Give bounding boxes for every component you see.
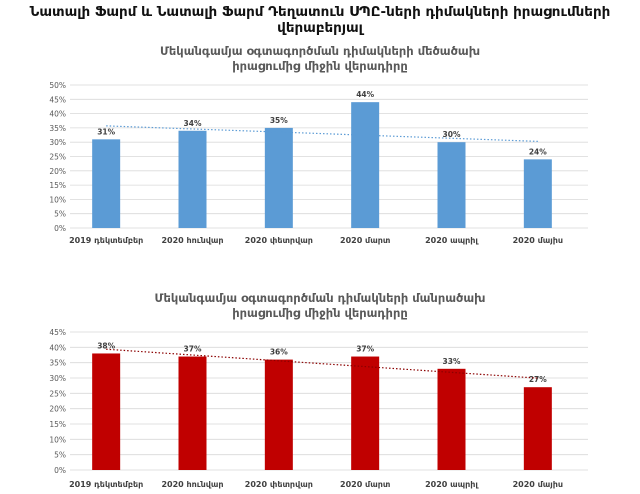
y-tick-label: 5% bbox=[54, 210, 66, 219]
x-category-label: 2020 փետրվար bbox=[245, 480, 313, 489]
bar bbox=[523, 387, 552, 470]
y-tick-label: 15% bbox=[49, 420, 66, 429]
x-category-label: 2019 դեկտեմբեր bbox=[69, 236, 143, 245]
y-tick-label: 45% bbox=[49, 328, 66, 337]
data-label: 37% bbox=[356, 345, 374, 354]
data-label: 35% bbox=[270, 116, 288, 125]
y-tick-label: 30% bbox=[49, 138, 66, 147]
x-category-label: 2020 ապրիլ bbox=[425, 236, 479, 245]
data-label: 34% bbox=[184, 119, 202, 128]
data-label: 27% bbox=[529, 375, 547, 384]
y-tick-label: 10% bbox=[49, 435, 66, 444]
bar bbox=[92, 353, 121, 470]
x-category-label: 2020 մարտ bbox=[340, 480, 390, 489]
data-label: 30% bbox=[443, 130, 461, 139]
bar bbox=[437, 368, 466, 470]
page-title: Նատալի Ֆարմ և Նատալի Ֆարմ Դեղատուն ՍՊԸ-ն… bbox=[29, 4, 611, 36]
data-label: 36% bbox=[270, 348, 288, 357]
y-tick-label: 20% bbox=[49, 167, 66, 176]
bar bbox=[351, 356, 380, 470]
y-tick-label: 10% bbox=[49, 195, 66, 204]
bar bbox=[92, 139, 121, 228]
x-category-label: 2020 մարտ bbox=[340, 236, 390, 245]
y-tick-label: 0% bbox=[54, 224, 66, 233]
y-tick-label: 40% bbox=[49, 110, 66, 119]
bar bbox=[523, 159, 552, 228]
data-label: 24% bbox=[529, 147, 547, 156]
y-tick-label: 35% bbox=[49, 359, 66, 368]
y-tick-label: 40% bbox=[49, 343, 66, 352]
data-label: 33% bbox=[443, 357, 461, 366]
x-category-label: 2020 մայիս bbox=[513, 480, 563, 489]
chart-title-wholesale: Մեկանգամյա օգտագործման դիմակների մեծածախ… bbox=[159, 44, 481, 73]
x-category-label: 2020 մայիս bbox=[513, 236, 563, 245]
y-tick-label: 50% bbox=[49, 81, 66, 90]
y-tick-label: 0% bbox=[54, 466, 66, 475]
bar bbox=[264, 127, 293, 228]
y-tick-label: 35% bbox=[49, 124, 66, 133]
bar bbox=[351, 102, 380, 228]
trendline bbox=[106, 348, 538, 379]
y-tick-label: 5% bbox=[54, 451, 66, 460]
y-tick-label: 45% bbox=[49, 95, 66, 104]
data-label: 31% bbox=[97, 127, 115, 136]
y-tick-label: 15% bbox=[49, 181, 66, 190]
data-label: 38% bbox=[97, 341, 115, 350]
chart-title-retail: Մեկանգամյա օգտագործման դիմակների մանրածա… bbox=[154, 291, 486, 320]
bar bbox=[178, 356, 207, 470]
y-tick-label: 20% bbox=[49, 405, 66, 414]
bar bbox=[264, 359, 293, 470]
y-tick-label: 30% bbox=[49, 374, 66, 383]
x-category-label: 2020 ապրիլ bbox=[425, 480, 479, 489]
bar bbox=[437, 142, 466, 228]
x-category-label: 2020 հունվար bbox=[161, 480, 223, 489]
x-category-label: 2019 դեկտեմբեր bbox=[69, 480, 143, 489]
bar bbox=[178, 130, 207, 228]
y-tick-label: 25% bbox=[49, 153, 66, 162]
y-tick-label: 25% bbox=[49, 389, 66, 398]
data-label: 37% bbox=[184, 345, 202, 354]
x-category-label: 2020 հունվար bbox=[161, 236, 223, 245]
x-category-label: 2020 փետրվար bbox=[245, 236, 313, 245]
data-label: 44% bbox=[356, 90, 374, 99]
